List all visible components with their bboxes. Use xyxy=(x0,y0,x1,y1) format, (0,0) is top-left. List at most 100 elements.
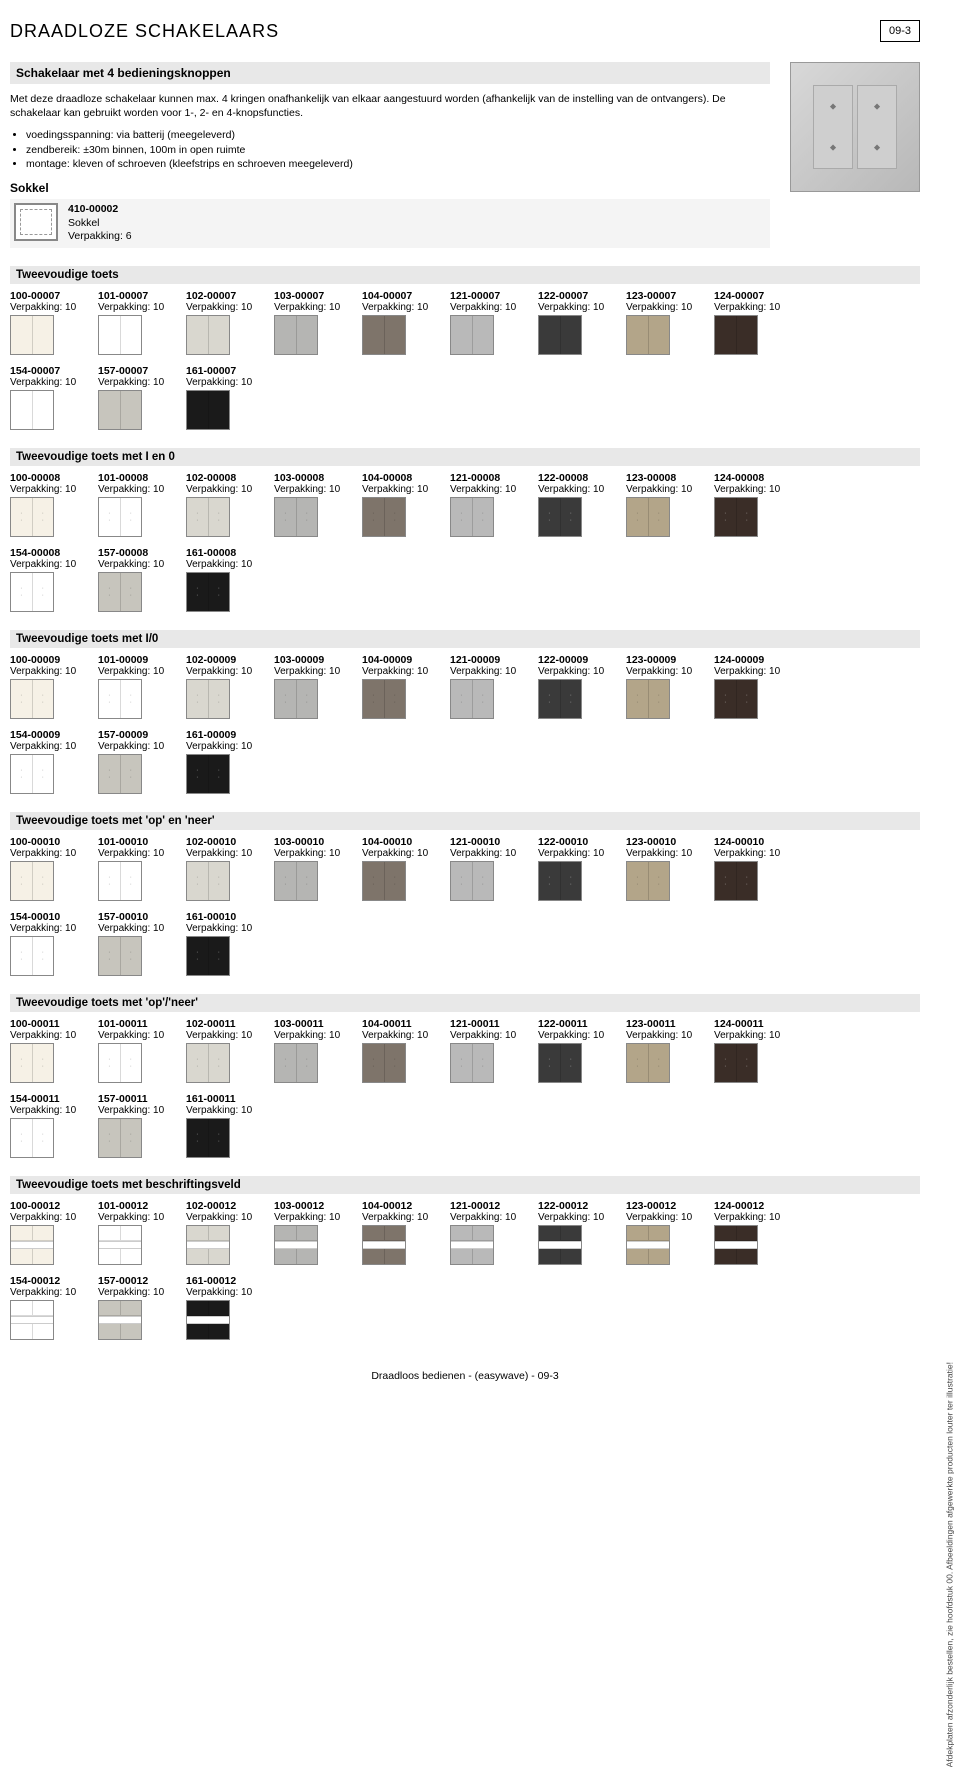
swatch-cell: 100-00010Verpakking: 10···· xyxy=(10,836,96,901)
swatch-cell: 121-00012Verpakking: 10 xyxy=(450,1200,536,1265)
swatch-cell: 100-00009Verpakking: 10···· xyxy=(10,654,96,719)
product-swatch xyxy=(10,390,54,430)
swatch-cell: 124-00011Verpakking: 10···· xyxy=(714,1018,800,1083)
swatch-cell: 102-00012Verpakking: 10 xyxy=(186,1200,272,1265)
swatch-cell: 100-00007Verpakking: 10 xyxy=(10,290,96,355)
product-pack: Verpakking: 10 xyxy=(626,302,712,313)
swatch-cell: 154-00007Verpakking: 10 xyxy=(10,365,96,430)
group-heading: Tweevoudige toets met 'op'/'neer' xyxy=(10,994,920,1012)
product-swatch xyxy=(98,315,142,355)
product-pack: Verpakking: 10 xyxy=(538,1030,624,1041)
product-pack: Verpakking: 10 xyxy=(10,741,96,752)
sokkel-pack: Verpakking: 6 xyxy=(68,230,132,244)
product-code: 154-00007 xyxy=(10,365,96,377)
swatch-cell: 101-00007Verpakking: 10 xyxy=(98,290,184,355)
product-pack: Verpakking: 10 xyxy=(714,666,800,677)
product-swatch: ···· xyxy=(10,754,54,794)
product-swatch: ···· xyxy=(186,1118,230,1158)
swatch-cell: 102-00008Verpakking: 10···· xyxy=(186,472,272,537)
product-code: 104-00012 xyxy=(362,1200,448,1212)
product-swatch xyxy=(450,1225,494,1265)
swatch-cell: 101-00008Verpakking: 10···· xyxy=(98,472,184,537)
swatch-cell: 121-00010Verpakking: 10···· xyxy=(450,836,536,901)
product-pack: Verpakking: 10 xyxy=(98,1030,184,1041)
swatch-cell: 161-00008Verpakking: 10···· xyxy=(186,547,272,612)
bullet-item: montage: kleven of schroeven (kleefstrip… xyxy=(26,157,770,171)
product-pack: Verpakking: 10 xyxy=(98,848,184,859)
product-pack: Verpakking: 10 xyxy=(626,1212,712,1223)
product-code: 122-00011 xyxy=(538,1018,624,1030)
product-code: 104-00011 xyxy=(362,1018,448,1030)
product-code: 124-00011 xyxy=(714,1018,800,1030)
swatch-cell: 122-00008Verpakking: 10···· xyxy=(538,472,624,537)
product-pack: Verpakking: 10 xyxy=(186,1105,272,1116)
page-title: DRAADLOZE SCHAKELAARS xyxy=(10,21,279,42)
product-swatch: ···· xyxy=(186,497,230,537)
product-swatch: ···· xyxy=(10,1118,54,1158)
product-pack: Verpakking: 10 xyxy=(714,848,800,859)
product-code: 154-00010 xyxy=(10,911,96,923)
product-pack: Verpakking: 10 xyxy=(186,923,272,934)
product-code: 121-00009 xyxy=(450,654,536,666)
product-pack: Verpakking: 10 xyxy=(626,1030,712,1041)
product-code: 102-00012 xyxy=(186,1200,272,1212)
product-pack: Verpakking: 10 xyxy=(450,1030,536,1041)
swatch-cell: 104-00008Verpakking: 10···· xyxy=(362,472,448,537)
swatch-cell: 103-00009Verpakking: 10···· xyxy=(274,654,360,719)
product-pack: Verpakking: 10 xyxy=(274,302,360,313)
product-code: 123-00012 xyxy=(626,1200,712,1212)
product-code: 157-00008 xyxy=(98,547,184,559)
product-pack: Verpakking: 10 xyxy=(538,484,624,495)
group-heading: Tweevoudige toets xyxy=(10,266,920,284)
product-pack: Verpakking: 10 xyxy=(10,1287,96,1298)
product-pack: Verpakking: 10 xyxy=(186,1212,272,1223)
swatch-cell: 157-00007Verpakking: 10 xyxy=(98,365,184,430)
product-pack: Verpakking: 10 xyxy=(714,1030,800,1041)
product-swatch: ···· xyxy=(186,861,230,901)
product-pack: Verpakking: 10 xyxy=(186,1287,272,1298)
sokkel-code: 410-00002 xyxy=(68,203,132,217)
sokkel-row: 410-00002 Sokkel Verpakking: 6 xyxy=(10,199,770,248)
product-pack: Verpakking: 10 xyxy=(450,1212,536,1223)
product-code: 101-00010 xyxy=(98,836,184,848)
product-code: 101-00008 xyxy=(98,472,184,484)
product-swatch: ···· xyxy=(98,1043,142,1083)
product-pack: Verpakking: 10 xyxy=(274,666,360,677)
swatch-cell: 100-00008Verpakking: 10···· xyxy=(10,472,96,537)
product-code: 161-00008 xyxy=(186,547,272,559)
product-pack: Verpakking: 10 xyxy=(98,1287,184,1298)
swatch-cell: 161-00012Verpakking: 10 xyxy=(186,1275,272,1340)
product-pack: Verpakking: 10 xyxy=(186,484,272,495)
product-swatch: ···· xyxy=(10,1043,54,1083)
product-pack: Verpakking: 10 xyxy=(714,1212,800,1223)
product-code: 102-00010 xyxy=(186,836,272,848)
product-pack: Verpakking: 10 xyxy=(10,484,96,495)
group-heading: Tweevoudige toets met I en 0 xyxy=(10,448,920,466)
product-swatch: ···· xyxy=(10,861,54,901)
product-pack: Verpakking: 10 xyxy=(98,666,184,677)
product-pack: Verpakking: 10 xyxy=(98,1212,184,1223)
swatch-cell: 103-00011Verpakking: 10···· xyxy=(274,1018,360,1083)
swatch-cell: 121-00011Verpakking: 10···· xyxy=(450,1018,536,1083)
intro-text: Schakelaar met 4 bedieningsknoppen Met d… xyxy=(10,62,770,258)
swatch-cell: 103-00010Verpakking: 10···· xyxy=(274,836,360,901)
product-swatch xyxy=(98,1225,142,1265)
swatch-cell: 154-00009Verpakking: 10···· xyxy=(10,729,96,794)
product-swatch: ···· xyxy=(626,497,670,537)
product-code: 157-00012 xyxy=(98,1275,184,1287)
product-code: 154-00012 xyxy=(10,1275,96,1287)
product-swatch xyxy=(274,1225,318,1265)
product-pack: Verpakking: 10 xyxy=(274,1212,360,1223)
intro-bullets: voedingsspanning: via batterij (meegelev… xyxy=(10,128,770,171)
product-code: 161-00010 xyxy=(186,911,272,923)
product-pack: Verpakking: 10 xyxy=(98,741,184,752)
product-code: 124-00010 xyxy=(714,836,800,848)
swatch-cell: 157-00012Verpakking: 10 xyxy=(98,1275,184,1340)
product-code: 101-00011 xyxy=(98,1018,184,1030)
product-swatch xyxy=(538,315,582,355)
product-code: 101-00007 xyxy=(98,290,184,302)
product-code: 100-00010 xyxy=(10,836,96,848)
product-pack: Verpakking: 10 xyxy=(10,1105,96,1116)
product-swatch: ···· xyxy=(274,861,318,901)
product-pack: Verpakking: 10 xyxy=(10,666,96,677)
